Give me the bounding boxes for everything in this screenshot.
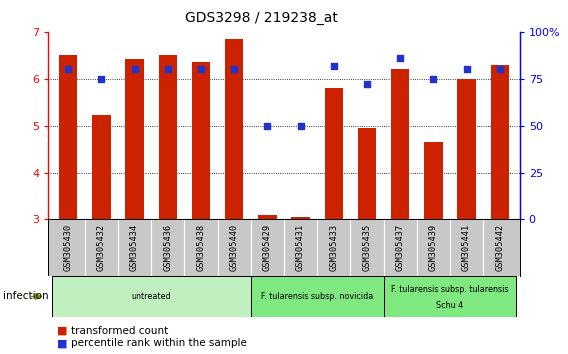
Text: GDS3298 / 219238_at: GDS3298 / 219238_at: [185, 11, 338, 25]
Bar: [391, 69, 410, 219]
Point: [495, 67, 504, 72]
Text: F. tularensis subsp. novicida: F. tularensis subsp. novicida: [261, 292, 373, 301]
Bar: [383, 276, 516, 317]
Text: GSM305436: GSM305436: [164, 224, 172, 271]
Point: [329, 63, 339, 68]
Bar: [225, 39, 243, 219]
Point: [296, 123, 305, 129]
Text: GSM305441: GSM305441: [462, 224, 471, 271]
Bar: [491, 65, 509, 219]
Bar: [424, 142, 442, 219]
Point: [163, 67, 172, 72]
Text: GSM305440: GSM305440: [229, 224, 239, 271]
Text: GSM305432: GSM305432: [97, 224, 106, 271]
Bar: [92, 115, 111, 219]
Text: GSM305434: GSM305434: [130, 224, 139, 271]
Point: [263, 123, 272, 129]
Text: GSM305429: GSM305429: [263, 224, 272, 271]
Point: [229, 67, 239, 72]
Point: [462, 67, 471, 72]
Bar: [251, 276, 383, 317]
Text: GSM305435: GSM305435: [362, 224, 371, 271]
Bar: [457, 79, 476, 219]
Point: [429, 76, 438, 81]
Bar: [126, 59, 144, 219]
Text: ■: ■: [57, 338, 67, 348]
Text: GSM305439: GSM305439: [429, 224, 438, 271]
Point: [197, 67, 206, 72]
Text: infection: infection: [3, 291, 48, 302]
Text: GSM305430: GSM305430: [64, 224, 73, 271]
Bar: [59, 55, 77, 219]
Point: [362, 81, 371, 87]
Text: GSM305442: GSM305442: [495, 224, 504, 271]
Point: [97, 76, 106, 81]
Point: [130, 67, 139, 72]
Text: GSM305437: GSM305437: [396, 224, 404, 271]
Bar: [325, 88, 343, 219]
Bar: [258, 215, 277, 219]
Bar: [358, 128, 376, 219]
Text: GSM305431: GSM305431: [296, 224, 305, 271]
Text: ■: ■: [57, 326, 67, 336]
Text: GSM305438: GSM305438: [197, 224, 206, 271]
Text: transformed count: transformed count: [71, 326, 168, 336]
Point: [396, 55, 405, 61]
Text: percentile rank within the sample: percentile rank within the sample: [71, 338, 247, 348]
Bar: [291, 217, 310, 219]
Bar: [52, 276, 251, 317]
Bar: [158, 55, 177, 219]
Text: GSM305433: GSM305433: [329, 224, 339, 271]
Bar: [192, 62, 210, 219]
Text: untreated: untreated: [131, 292, 171, 301]
Text: Schu 4: Schu 4: [436, 301, 463, 310]
Point: [64, 67, 73, 72]
Text: F. tularensis subsp. tularensis: F. tularensis subsp. tularensis: [391, 285, 509, 294]
